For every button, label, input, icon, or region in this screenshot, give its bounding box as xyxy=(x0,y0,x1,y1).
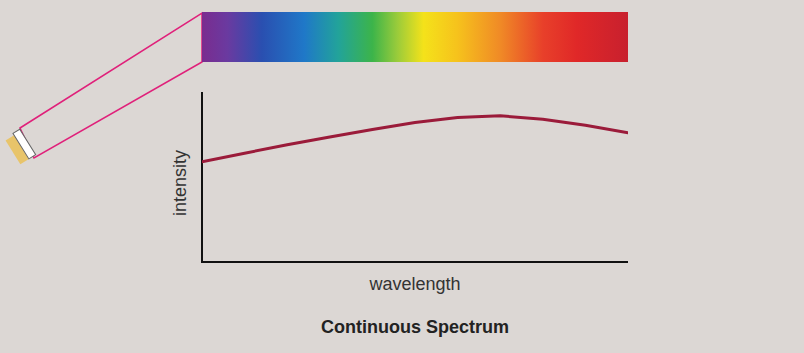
light-beam xyxy=(20,13,202,158)
x-axis xyxy=(201,261,628,263)
diagram: intensity wavelength Continuous Spectrum xyxy=(0,0,804,353)
y-axis-label: intensity xyxy=(170,150,190,216)
intensity-curve xyxy=(202,116,628,162)
spectrum-band xyxy=(202,12,628,62)
x-axis-label: wavelength xyxy=(368,274,460,294)
plot-area xyxy=(202,116,628,162)
y-axis xyxy=(201,92,203,262)
slit-opening xyxy=(13,129,36,159)
slit xyxy=(4,129,35,164)
title: Continuous Spectrum xyxy=(321,317,509,337)
